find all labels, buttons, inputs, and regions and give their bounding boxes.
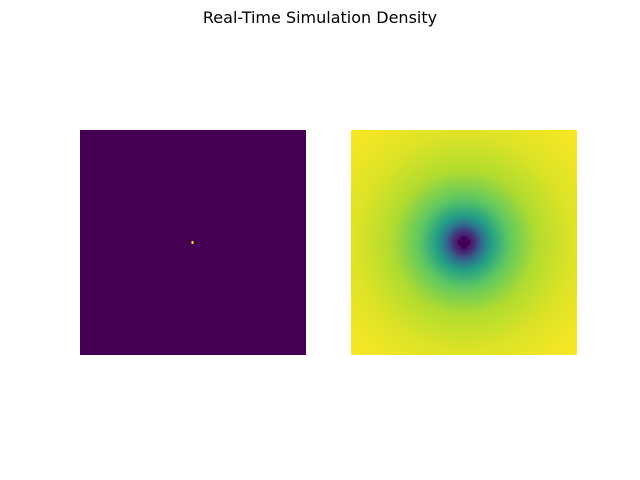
heatmap-right-svg — [351, 130, 577, 355]
figure-title: Real-Time Simulation Density — [202, 8, 438, 27]
heatmap-left — [80, 130, 306, 355]
right-core — [458, 236, 470, 249]
left-hot-cell — [191, 241, 194, 244]
heatmap-left-svg — [80, 130, 306, 355]
heatmap-right — [351, 130, 577, 355]
